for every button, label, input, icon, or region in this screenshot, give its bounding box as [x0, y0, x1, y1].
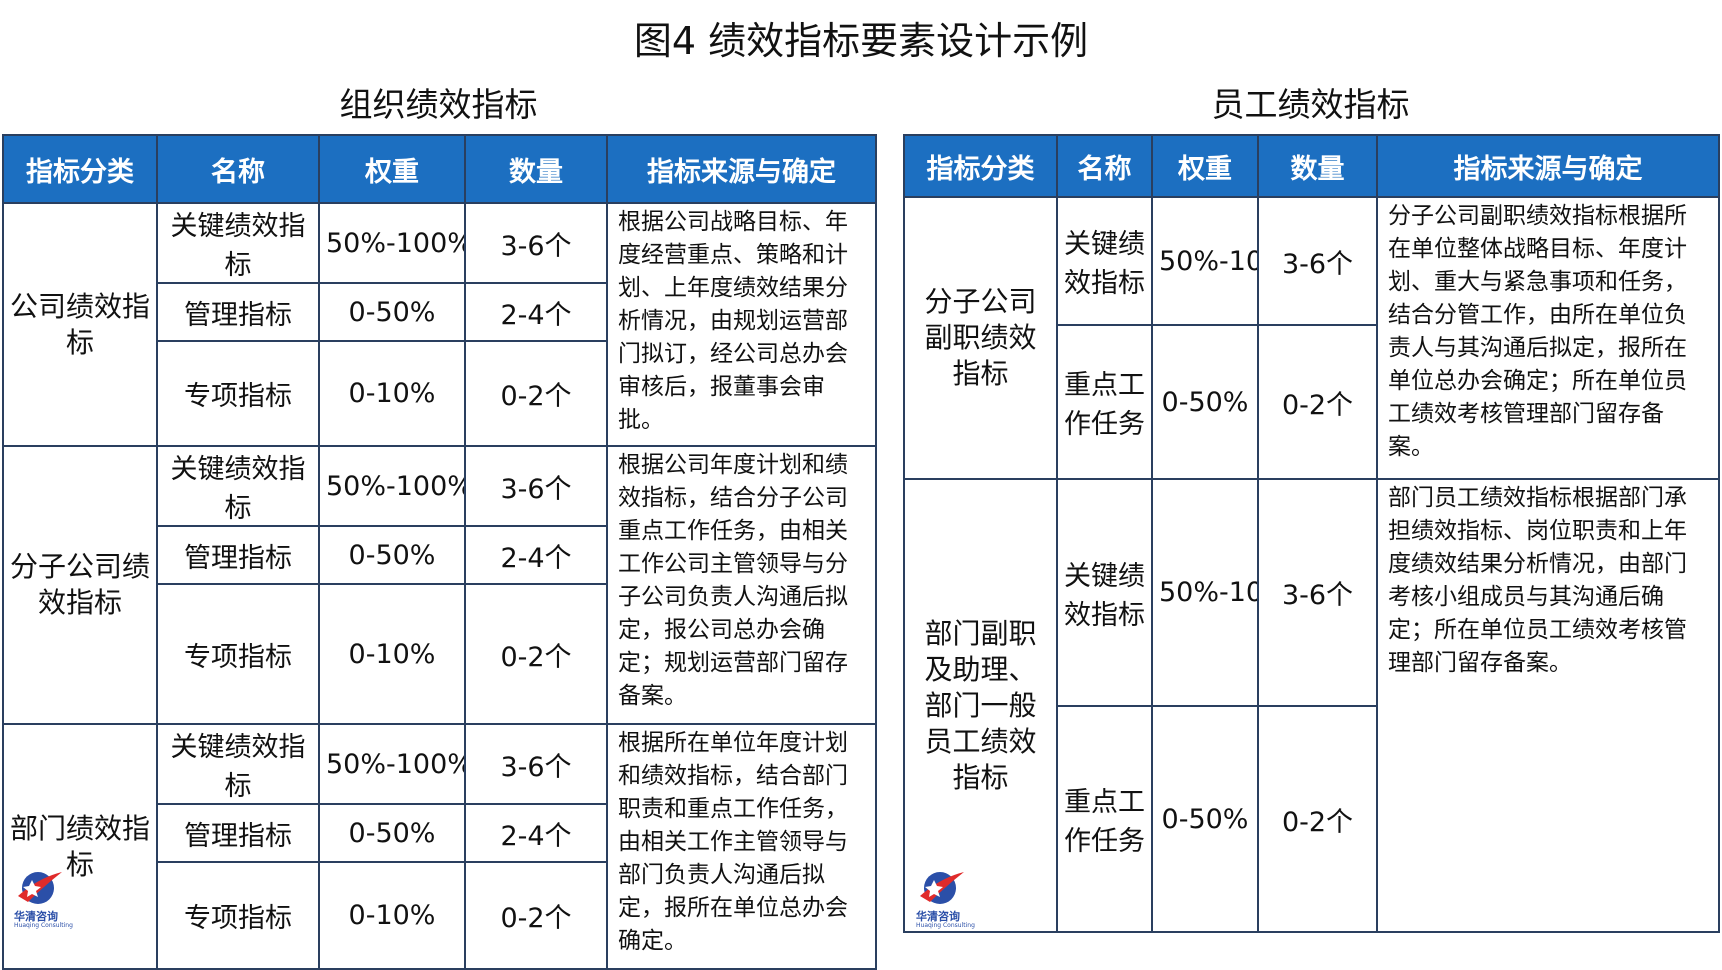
table-cell: 3-6个	[464, 723, 608, 805]
table-cell: 0-50%	[1151, 324, 1259, 480]
source-cell: 分子公司副职绩效指标根据所在单位整体战略目标、年度计划、重大与紧急事项和任务，结…	[1376, 196, 1720, 480]
table-cell: 关键绩效指标	[1056, 478, 1153, 707]
source-cell: 根据所在单位年度计划和绩效指标，结合部门职责和重点工作任务，由相关工作主管领导与…	[606, 723, 877, 970]
table-cell: 0-2个	[464, 340, 608, 447]
logo: 华清咨询 Huaqing Consulting	[916, 868, 976, 929]
page: 图4 绩效指标要素设计示例 组织绩效指标 员工绩效指标 指标分类 名称 权重 数量 指标…	[2, 19, 1720, 970]
table-cell: 50%-100%	[318, 202, 466, 284]
table-cell: 0-10%	[318, 340, 466, 447]
table-row: 管理指标 0-50% 2-4个	[3, 525, 876, 585]
table-cell: 0-2个	[464, 583, 608, 725]
header-cell: 名称	[156, 134, 320, 204]
header-cell: 名称	[1056, 134, 1153, 198]
logo-icon	[920, 872, 964, 904]
source-cell: 根据公司年度计划和绩效指标，结合分子公司重点工作任务，由相关工作公司主管领导与分…	[606, 445, 877, 725]
table-cell: 0-2个	[1257, 705, 1378, 933]
table-cell: 0-10%	[318, 583, 466, 725]
header-cell: 数量	[1257, 134, 1378, 198]
table-row: 管理指标 0-50% 2-4个	[3, 282, 876, 342]
table-cell: 关键绩效指标	[156, 445, 320, 527]
logo-sub: Huaqing Consulting	[14, 922, 73, 929]
left-title: 组织绩效指标	[339, 85, 538, 124]
header-row: 指标分类 名称 权重 数量 指标来源与确定	[903, 134, 1720, 198]
table-row: 专项指标 0-10% 0-2个	[3, 340, 876, 447]
table-cell: 0-50%	[318, 803, 466, 863]
category-cell: 分子公司副职绩效指标	[903, 196, 1058, 480]
table-cell: 50%-100%	[1151, 196, 1259, 326]
table: 指标分类 名称 权重 数量 指标来源与确定 公司绩效指标 关键绩效指标 50%-100% 3-6…	[2, 134, 877, 970]
category-cell: 公司绩效指标	[2, 202, 158, 447]
table-cell: 3-6个	[1257, 196, 1378, 326]
table-cell: 50%-100%	[318, 723, 466, 805]
figure-title: 图4 绩效指标要素设计示例	[633, 19, 1089, 63]
logo-name: 华清咨询	[916, 910, 960, 923]
table-cell: 50%-100%	[1151, 478, 1259, 707]
table-row: 部门绩效指标 关键绩效指标 50%-100% 3-6个 根据所在单位年度计划和绩效指标，…	[2, 723, 877, 970]
table-cell: 50%-100%	[318, 445, 466, 527]
table-cell: 关键绩效指标	[1056, 196, 1153, 326]
header-cell: 指标来源与确定	[606, 134, 877, 204]
table-cell: 重点工作任务	[1056, 324, 1153, 480]
table-row: 公司绩效指标 关键绩效指标 50%-100% 3-6个 根据公司战略目标、年度经营重点、…	[2, 202, 877, 447]
table-cell: 2-4个	[464, 525, 608, 585]
table-cell: 0-2个	[1257, 324, 1378, 480]
header-cell: 权重	[318, 134, 466, 204]
table-row: 分子公司绩效指标 关键绩效指标 50%-100% 3-6个 根据公司年度计划和绩效指标，…	[2, 445, 877, 725]
header-cell: 指标来源与确定	[1376, 134, 1720, 198]
header-cell: 指标分类	[903, 134, 1058, 198]
table-cell: 重点工作任务	[1056, 705, 1153, 933]
header-cell: 指标分类	[2, 134, 158, 204]
table-cell: 专项指标	[156, 861, 320, 970]
logo-icon	[18, 872, 62, 904]
table-cell: 0-50%	[1151, 705, 1259, 933]
header-row: 指标分类 名称 权重 数量 指标来源与确定	[2, 134, 877, 204]
table-cell: 0-50%	[318, 525, 466, 585]
logo: 华清咨询 Huaqing Consulting	[14, 868, 74, 929]
table-cell: 管理指标	[156, 525, 320, 585]
table-row: 重点工作任务 0-50% 0-2个	[904, 324, 1719, 480]
table-row: 专项指标 0-10% 0-2个	[3, 583, 876, 725]
category-cell: 分子公司绩效指标	[2, 445, 158, 725]
table-cell: 关键绩效指标	[156, 202, 320, 284]
category-cell: 部门副职及助理、部门一般员工绩效指标	[903, 478, 1058, 933]
logo-sub: Huaqing Consulting	[916, 922, 975, 929]
source-cell: 根据公司战略目标、年度经营重点、策略和计划、上年度绩效结果分析情况，由规划运营部…	[606, 202, 877, 447]
logo-name: 华清咨询	[14, 910, 58, 923]
table-row: 部门副职及助理、部门一般员工绩效指标关键绩效指标50%-100%3-6个部门员工…	[903, 478, 1720, 933]
table-cell: 3-6个	[464, 445, 608, 527]
right-title: 员工绩效指标	[1211, 85, 1410, 124]
source-cell: 部门员工绩效指标根据部门承担绩效指标、岗位职责和上年度绩效结果分析情况，由部门考…	[1376, 478, 1720, 933]
table-cell: 0-2个	[464, 861, 608, 970]
table-cell: 0-10%	[318, 861, 466, 970]
table-row: 管理指标 0-50% 2-4个	[3, 803, 876, 863]
table-row: 重点工作任务 0-50% 0-2个	[904, 705, 1719, 933]
table-cell: 专项指标	[156, 340, 320, 447]
table: 指标分类名称权重数量指标来源与确定分子公司副职绩效指标关键绩效指标50%-100…	[903, 134, 1720, 933]
table-row: 分子公司副职绩效指标关键绩效指标50%-100%3-6个分子公司副职绩效指标根据…	[903, 196, 1720, 480]
table-cell: 2-4个	[464, 803, 608, 863]
table-cell: 管理指标	[156, 803, 320, 863]
category-cell: 部门绩效指标	[2, 723, 158, 970]
table-cell: 3-6个	[464, 202, 608, 284]
header-cell: 权重	[1151, 134, 1259, 198]
table-cell: 关键绩效指标	[156, 723, 320, 805]
table-cell: 0-50%	[318, 282, 466, 342]
table-cell: 3-6个	[1257, 478, 1378, 707]
table-cell: 专项指标	[156, 583, 320, 725]
table-cell: 2-4个	[464, 282, 608, 342]
table-cell: 管理指标	[156, 282, 320, 342]
header-cell: 数量	[464, 134, 608, 204]
